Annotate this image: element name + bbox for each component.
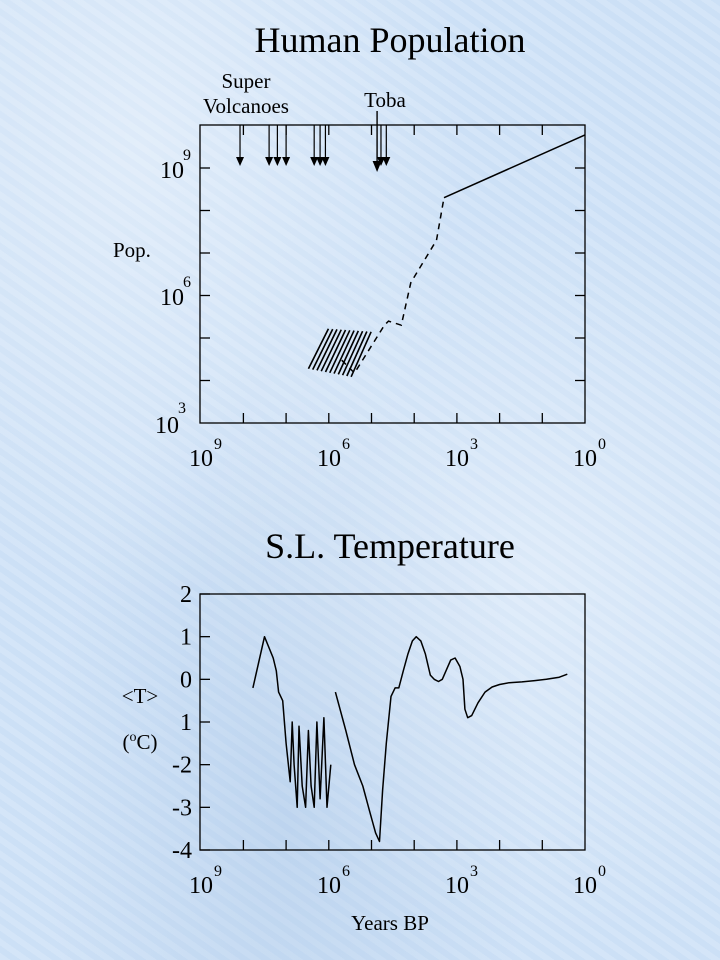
population-hatch-mark (320, 329, 342, 372)
temperature-x-tick-label-1e9: 10 9 (189, 863, 222, 899)
volcano-arrows (236, 111, 391, 172)
tick-exponent: 6 (342, 863, 350, 880)
population-hatch-mark (329, 329, 351, 374)
temperature-series-line-2 (334, 635, 568, 843)
super-volcano-arrowhead (310, 157, 319, 166)
y-tick-label: 2 (180, 582, 192, 608)
super-volcano-arrowhead (265, 157, 274, 166)
tick-base: 10 (189, 873, 213, 899)
tick-base: 10 (189, 446, 213, 472)
super-volcano-arrowhead (282, 157, 291, 166)
temperature-y-axis-label: <T> (122, 684, 159, 708)
temperature-chart-title: S.L. Temperature (265, 526, 515, 566)
tick-exponent: 0 (598, 863, 606, 880)
temperature-y-axis-unit: (oC) (123, 730, 158, 754)
population-y-tick-label-1e9: 10 9 (160, 147, 191, 184)
super-volcano-arrowhead (382, 157, 391, 166)
population-plot-frame (199, 124, 586, 424)
population-y-tick-label-1e3: 10 3 (155, 400, 186, 439)
y-tick-label: 0 (180, 667, 192, 693)
population-hatch-mark (311, 328, 334, 370)
tick-exponent: 6 (183, 274, 191, 291)
tick-base: 10 (160, 285, 184, 311)
population-hatch-mark (350, 331, 372, 378)
temperature-x-ticks (242, 840, 543, 850)
population-y-ticks (200, 167, 585, 382)
super-volcano-arrowhead (321, 157, 330, 166)
tick-base: 10 (573, 873, 597, 899)
population-series-line-dashed (341, 197, 445, 375)
population-x-tick-label-1e6: 10 6 (317, 436, 350, 472)
tick-exponent: 9 (214, 863, 222, 880)
tick-base: 10 (317, 873, 341, 899)
population-x-tick-label-1e3: 10 3 (445, 436, 478, 472)
population-x-tick-label-1e0: 10 0 (573, 436, 606, 472)
tick-exponent: 6 (342, 436, 350, 453)
y-tick-label: 1 (180, 710, 192, 736)
tick-base: 10 (573, 446, 597, 472)
temperature-plot-frame (199, 593, 586, 851)
y-tick-label: -4 (172, 838, 192, 864)
y-tick-label: -3 (172, 795, 192, 821)
super-volcanoes-label-line2: Volcanoes (203, 94, 289, 118)
population-chart-title: Human Population (255, 20, 526, 60)
tick-base: 10 (317, 446, 341, 472)
tick-base: 10 (155, 413, 179, 439)
temperature-y-ticks (200, 593, 210, 851)
toba-label: Toba (364, 88, 406, 112)
tick-exponent: 3 (470, 863, 478, 880)
tick-exponent: 3 (470, 436, 478, 453)
temperature-y-tick-labels: 2 1 0 1 -2 -3 -4 (172, 582, 192, 864)
y-tick-label: -2 (172, 753, 192, 779)
tick-exponent: 3 (178, 400, 186, 417)
population-y-axis-label: Pop. (113, 238, 151, 262)
population-y-tick-label-1e6: 10 6 (160, 274, 191, 311)
population-chart: Human Population Super Volcanoes Toba 10… (113, 20, 606, 472)
tick-exponent: 0 (598, 436, 606, 453)
population-x-tick-label-1e9: 10 9 (189, 436, 222, 472)
population-hatch-mark (341, 330, 364, 376)
super-volcano-arrowhead (273, 157, 282, 166)
toba-arrowhead (372, 161, 382, 172)
population-hatch-mark (307, 328, 330, 370)
super-volcano-arrowhead (236, 157, 245, 166)
temperature-x-tick-label-1e6: 10 6 (317, 863, 350, 899)
temperature-series (252, 635, 568, 843)
temperature-series-line-1 (252, 635, 332, 809)
super-volcano-arrowhead (316, 157, 325, 166)
tick-base: 10 (445, 873, 469, 899)
population-series-line-solid (443, 134, 586, 199)
tick-exponent: 9 (214, 436, 222, 453)
population-hatch-mark (333, 330, 355, 374)
population-series (307, 134, 586, 378)
super-volcanoes-label-line1: Super (222, 69, 271, 93)
tick-base: 10 (445, 446, 469, 472)
temperature-x-axis-label: Years BP (351, 911, 429, 935)
temperature-x-tick-label-1e3: 10 3 (445, 863, 478, 899)
temperature-x-tick-label-1e0: 10 0 (573, 863, 606, 899)
population-hatch-mark (316, 329, 338, 371)
population-hatch-mark (324, 329, 347, 373)
population-hatch-mark (337, 330, 360, 375)
tick-exponent: 9 (183, 147, 191, 164)
tick-base: 10 (160, 158, 184, 184)
y-tick-label: 1 (180, 625, 192, 651)
population-x-ticks (242, 125, 543, 423)
